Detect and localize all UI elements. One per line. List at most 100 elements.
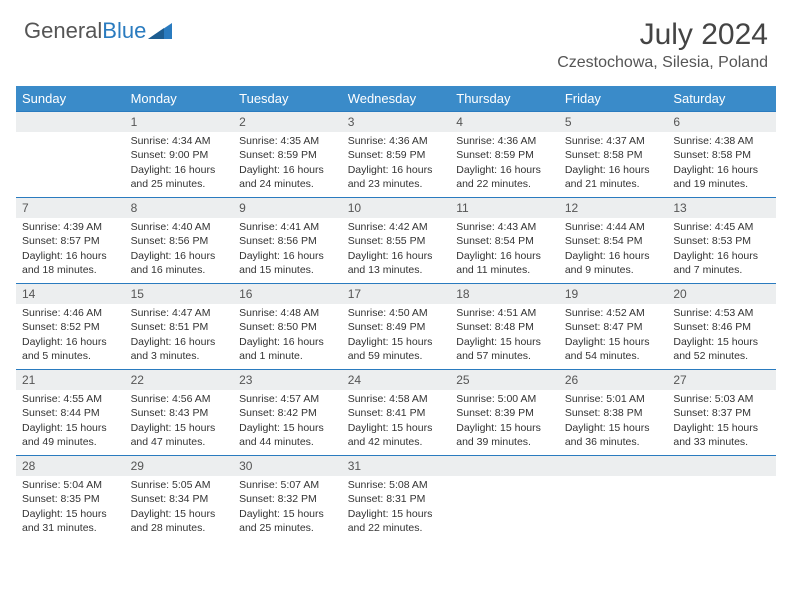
day-number: 12 bbox=[559, 197, 668, 218]
day-day2: and 21 minutes. bbox=[565, 177, 662, 191]
calendar-cell bbox=[450, 455, 559, 541]
day-body: Sunrise: 4:56 AMSunset: 8:43 PMDaylight:… bbox=[125, 390, 234, 453]
location: Czestochowa, Silesia, Poland bbox=[557, 54, 768, 72]
day-number: 21 bbox=[16, 369, 125, 390]
day-day1: Daylight: 15 hours bbox=[239, 507, 336, 521]
day-sunrise: Sunrise: 4:36 AM bbox=[348, 134, 445, 148]
day-number bbox=[16, 111, 125, 132]
day-number: 14 bbox=[16, 283, 125, 304]
day-number: 19 bbox=[559, 283, 668, 304]
day-number: 1 bbox=[125, 111, 234, 132]
day-day1: Daylight: 16 hours bbox=[131, 335, 228, 349]
day-sunset: Sunset: 9:00 PM bbox=[131, 148, 228, 162]
calendar-cell: 21Sunrise: 4:55 AMSunset: 8:44 PMDayligh… bbox=[16, 369, 125, 455]
day-day1: Daylight: 15 hours bbox=[239, 421, 336, 435]
day-sunrise: Sunrise: 4:40 AM bbox=[131, 220, 228, 234]
day-sunset: Sunset: 8:37 PM bbox=[673, 406, 770, 420]
day-sunrise: Sunrise: 4:36 AM bbox=[456, 134, 553, 148]
logo-text-blue: Blue bbox=[102, 18, 146, 43]
calendar-cell: 31Sunrise: 5:08 AMSunset: 8:31 PMDayligh… bbox=[342, 455, 451, 541]
day-sunrise: Sunrise: 4:41 AM bbox=[239, 220, 336, 234]
day-day2: and 54 minutes. bbox=[565, 349, 662, 363]
day-sunrise: Sunrise: 4:44 AM bbox=[565, 220, 662, 234]
day-day1: Daylight: 15 hours bbox=[673, 421, 770, 435]
calendar-cell: 7Sunrise: 4:39 AMSunset: 8:57 PMDaylight… bbox=[16, 197, 125, 283]
day-day2: and 59 minutes. bbox=[348, 349, 445, 363]
calendar-week: 7Sunrise: 4:39 AMSunset: 8:57 PMDaylight… bbox=[16, 197, 776, 283]
weekday-header: Tuesday bbox=[233, 86, 342, 111]
day-body: Sunrise: 4:41 AMSunset: 8:56 PMDaylight:… bbox=[233, 218, 342, 281]
day-number: 2 bbox=[233, 111, 342, 132]
day-sunset: Sunset: 8:52 PM bbox=[22, 320, 119, 334]
day-day2: and 36 minutes. bbox=[565, 435, 662, 449]
day-body: Sunrise: 5:00 AMSunset: 8:39 PMDaylight:… bbox=[450, 390, 559, 453]
day-day1: Daylight: 16 hours bbox=[456, 249, 553, 263]
calendar-cell: 11Sunrise: 4:43 AMSunset: 8:54 PMDayligh… bbox=[450, 197, 559, 283]
day-sunrise: Sunrise: 4:45 AM bbox=[673, 220, 770, 234]
weekday-header: Saturday bbox=[667, 86, 776, 111]
calendar-cell: 10Sunrise: 4:42 AMSunset: 8:55 PMDayligh… bbox=[342, 197, 451, 283]
day-body: Sunrise: 4:47 AMSunset: 8:51 PMDaylight:… bbox=[125, 304, 234, 367]
day-number: 17 bbox=[342, 283, 451, 304]
day-day2: and 44 minutes. bbox=[239, 435, 336, 449]
day-sunset: Sunset: 8:42 PM bbox=[239, 406, 336, 420]
day-day1: Daylight: 16 hours bbox=[348, 163, 445, 177]
day-body: Sunrise: 4:58 AMSunset: 8:41 PMDaylight:… bbox=[342, 390, 451, 453]
day-body: Sunrise: 4:57 AMSunset: 8:42 PMDaylight:… bbox=[233, 390, 342, 453]
day-body: Sunrise: 4:42 AMSunset: 8:55 PMDaylight:… bbox=[342, 218, 451, 281]
day-day2: and 16 minutes. bbox=[131, 263, 228, 277]
calendar-cell: 4Sunrise: 4:36 AMSunset: 8:59 PMDaylight… bbox=[450, 111, 559, 197]
day-sunset: Sunset: 8:35 PM bbox=[22, 492, 119, 506]
day-day1: Daylight: 15 hours bbox=[565, 335, 662, 349]
day-sunrise: Sunrise: 4:56 AM bbox=[131, 392, 228, 406]
calendar-cell: 16Sunrise: 4:48 AMSunset: 8:50 PMDayligh… bbox=[233, 283, 342, 369]
day-day1: Daylight: 15 hours bbox=[131, 421, 228, 435]
day-number: 29 bbox=[125, 455, 234, 476]
day-body: Sunrise: 4:38 AMSunset: 8:58 PMDaylight:… bbox=[667, 132, 776, 195]
day-day1: Daylight: 16 hours bbox=[348, 249, 445, 263]
day-day2: and 11 minutes. bbox=[456, 263, 553, 277]
day-sunrise: Sunrise: 4:47 AM bbox=[131, 306, 228, 320]
logo-text: GeneralBlue bbox=[24, 18, 146, 44]
day-sunset: Sunset: 8:58 PM bbox=[565, 148, 662, 162]
day-day1: Daylight: 16 hours bbox=[673, 249, 770, 263]
day-number: 16 bbox=[233, 283, 342, 304]
day-sunset: Sunset: 8:53 PM bbox=[673, 234, 770, 248]
day-body: Sunrise: 4:44 AMSunset: 8:54 PMDaylight:… bbox=[559, 218, 668, 281]
day-day1: Daylight: 16 hours bbox=[22, 335, 119, 349]
day-sunrise: Sunrise: 5:01 AM bbox=[565, 392, 662, 406]
day-day2: and 25 minutes. bbox=[239, 521, 336, 535]
day-body: Sunrise: 4:45 AMSunset: 8:53 PMDaylight:… bbox=[667, 218, 776, 281]
day-day1: Daylight: 15 hours bbox=[348, 421, 445, 435]
day-body: Sunrise: 5:05 AMSunset: 8:34 PMDaylight:… bbox=[125, 476, 234, 539]
day-number bbox=[667, 455, 776, 476]
day-body: Sunrise: 5:04 AMSunset: 8:35 PMDaylight:… bbox=[16, 476, 125, 539]
day-day2: and 49 minutes. bbox=[22, 435, 119, 449]
day-sunrise: Sunrise: 4:46 AM bbox=[22, 306, 119, 320]
day-day1: Daylight: 15 hours bbox=[673, 335, 770, 349]
day-number: 24 bbox=[342, 369, 451, 390]
day-sunset: Sunset: 8:31 PM bbox=[348, 492, 445, 506]
day-sunrise: Sunrise: 5:03 AM bbox=[673, 392, 770, 406]
day-number: 13 bbox=[667, 197, 776, 218]
day-sunset: Sunset: 8:57 PM bbox=[22, 234, 119, 248]
day-body: Sunrise: 4:36 AMSunset: 8:59 PMDaylight:… bbox=[342, 132, 451, 195]
day-day2: and 57 minutes. bbox=[456, 349, 553, 363]
day-day2: and 13 minutes. bbox=[348, 263, 445, 277]
logo: GeneralBlue bbox=[24, 18, 174, 44]
weekday-header: Thursday bbox=[450, 86, 559, 111]
calendar-cell: 13Sunrise: 4:45 AMSunset: 8:53 PMDayligh… bbox=[667, 197, 776, 283]
day-day2: and 31 minutes. bbox=[22, 521, 119, 535]
calendar-cell: 3Sunrise: 4:36 AMSunset: 8:59 PMDaylight… bbox=[342, 111, 451, 197]
day-day1: Daylight: 16 hours bbox=[131, 249, 228, 263]
day-sunset: Sunset: 8:49 PM bbox=[348, 320, 445, 334]
day-day2: and 22 minutes. bbox=[456, 177, 553, 191]
day-sunrise: Sunrise: 5:00 AM bbox=[456, 392, 553, 406]
day-sunrise: Sunrise: 4:34 AM bbox=[131, 134, 228, 148]
weekday-header: Wednesday bbox=[342, 86, 451, 111]
day-sunrise: Sunrise: 4:48 AM bbox=[239, 306, 336, 320]
day-number: 5 bbox=[559, 111, 668, 132]
day-number: 20 bbox=[667, 283, 776, 304]
day-body: Sunrise: 4:37 AMSunset: 8:58 PMDaylight:… bbox=[559, 132, 668, 195]
calendar-cell: 29Sunrise: 5:05 AMSunset: 8:34 PMDayligh… bbox=[125, 455, 234, 541]
